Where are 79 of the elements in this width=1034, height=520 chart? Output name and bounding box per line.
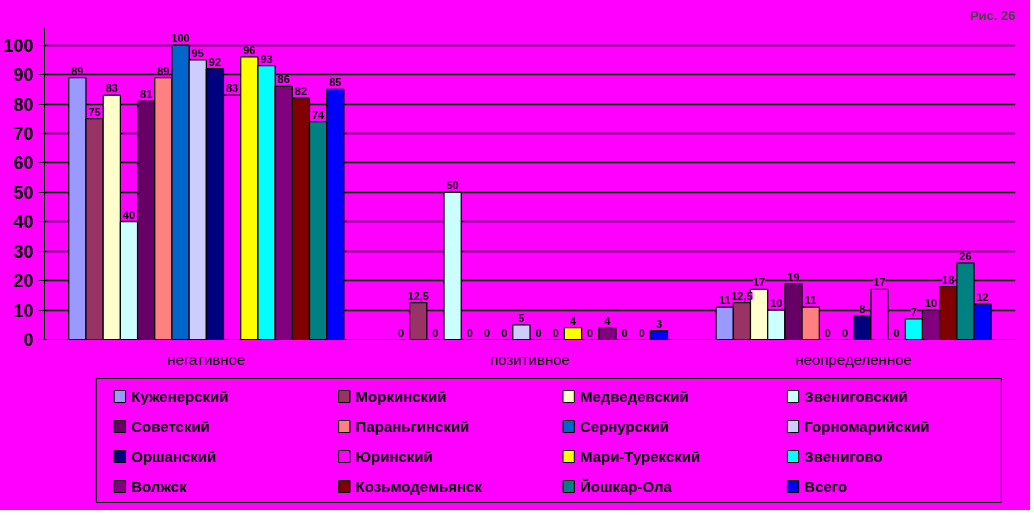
legend-label: Звениговский <box>804 388 908 405</box>
data-label: 17 <box>752 276 766 289</box>
data-label: 10 <box>924 297 938 310</box>
legend-label: Параньгинский <box>355 418 470 435</box>
x-tick-label: неопределенное <box>795 350 912 368</box>
data-label: 0 <box>621 326 628 339</box>
x-tick-label: негативное <box>167 350 246 368</box>
data-label: 26 <box>959 249 972 262</box>
legend-label: Медведевский <box>579 388 689 405</box>
chart-title: Рис. 26 <box>969 7 1016 23</box>
data-label: 12,5 <box>407 289 429 302</box>
data-label: 11 <box>804 294 817 307</box>
y-tick-label: 0 <box>23 330 34 350</box>
legend-label: Оршанский <box>131 448 217 465</box>
data-label: 3 <box>655 317 663 330</box>
legend-label: Мари-Турекский <box>579 448 701 465</box>
data-label: 93 <box>260 52 273 65</box>
y-tick-label: 50 <box>13 182 34 203</box>
legend-label: Юринский <box>355 448 433 465</box>
data-label: 7 <box>910 305 917 318</box>
data-label: 83 <box>105 82 118 95</box>
data-label: 10 <box>770 297 783 310</box>
data-label: 92 <box>208 55 222 68</box>
data-label: 0 <box>535 326 542 339</box>
data-label: 12,5 <box>731 289 753 302</box>
data-label: 81 <box>140 88 153 101</box>
legend-label: Сернурский <box>579 418 669 435</box>
data-label: 0 <box>483 326 491 339</box>
data-label: 95 <box>191 46 204 59</box>
data-label: 4 <box>604 314 612 327</box>
data-label: 17 <box>873 276 886 289</box>
data-label: 74 <box>311 108 326 121</box>
data-label: 89 <box>71 64 84 77</box>
data-label: 0 <box>824 326 831 339</box>
y-tick-label: 100 <box>3 35 34 56</box>
y-tick-label: 80 <box>13 94 34 115</box>
y-tick-label: 60 <box>13 153 34 174</box>
data-label: 0 <box>432 326 439 339</box>
legend-label: Волжск <box>131 478 188 495</box>
data-label: 0 <box>397 326 405 339</box>
data-label: 100 <box>171 32 190 45</box>
data-label: 96 <box>243 43 256 56</box>
y-tick-label: 10 <box>13 300 34 321</box>
legend-label: Куженерский <box>131 388 229 405</box>
x-tick-label: позитивное <box>490 350 570 368</box>
y-tick-label: 30 <box>13 241 34 262</box>
legend-label: Всего <box>804 478 848 495</box>
legend-label: Йошкар-Ола <box>579 478 673 495</box>
y-tick-label: 70 <box>13 123 34 144</box>
data-label: 0 <box>893 326 900 339</box>
y-tick-label: 40 <box>13 212 34 233</box>
data-label: 86 <box>277 73 290 86</box>
data-label: 0 <box>501 326 508 339</box>
data-label: 0 <box>552 326 559 339</box>
data-label: 19 <box>787 270 800 283</box>
data-label: 50 <box>446 179 459 192</box>
data-label: 18 <box>942 273 955 286</box>
data-label: 0 <box>587 326 594 339</box>
data-label: 0 <box>638 326 645 339</box>
data-label: 8 <box>859 302 866 315</box>
y-tick-label: 90 <box>13 65 34 86</box>
data-label: 11 <box>718 294 731 307</box>
data-label: 85 <box>329 76 342 89</box>
legend-label: Горномарийский <box>804 418 930 435</box>
data-label: 5 <box>518 311 525 324</box>
data-label: 89 <box>157 64 170 77</box>
data-label: 75 <box>88 105 101 118</box>
data-label: 82 <box>294 85 308 98</box>
legend-label: Советский <box>131 418 210 435</box>
y-tick-label: 20 <box>13 271 34 292</box>
data-label: 83 <box>226 82 239 95</box>
data-label: 0 <box>842 326 849 339</box>
data-label: 12 <box>976 291 989 304</box>
legend-label: Козьмодемьянск <box>355 478 483 495</box>
data-label: 40 <box>122 208 136 221</box>
data-label: 0 <box>466 326 473 339</box>
data-label: 4 <box>569 314 577 327</box>
legend-label: Моркинский <box>355 388 447 405</box>
legend-label: Звенигово <box>804 448 883 465</box>
